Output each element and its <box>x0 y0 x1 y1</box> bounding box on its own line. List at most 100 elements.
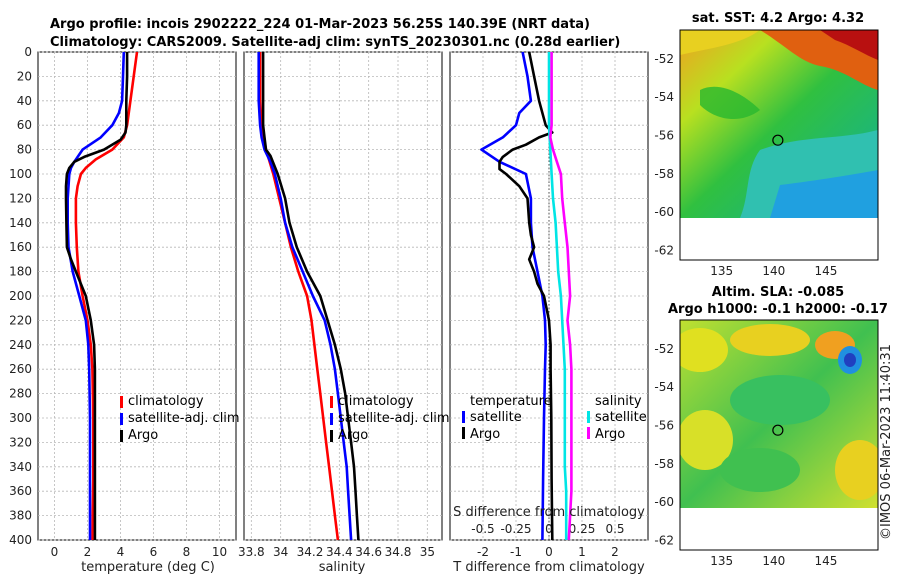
temperature-panel: 0204060801001201401601802002202402602803… <box>9 45 240 575</box>
x-tick-label: 2 <box>611 545 619 559</box>
depth-tick-label: 360 <box>9 484 32 498</box>
legend-swatch-argo <box>120 430 123 442</box>
sal-legend-label-argo: Argo <box>338 428 368 443</box>
legend-label-satellite: satellite-adj. clim <box>128 411 240 426</box>
map-lat-tick: -54 <box>654 90 674 104</box>
map-lat-tick: -56 <box>654 418 674 432</box>
map-lon-tick: 135 <box>710 264 733 278</box>
salinity-panel: 33.8 34 34.2 34.4 34.6 34.8 35 salinity climat… <box>238 51 450 575</box>
map-lon-tick: 140 <box>762 554 785 568</box>
sla-tick-labels: 135 140 145 -52 -54 -56 -58 -60 -62 <box>654 342 837 568</box>
map-lat-tick: -62 <box>654 533 674 547</box>
depth-tick-label: 400 <box>9 533 32 547</box>
depth-tick-label: 340 <box>9 460 32 474</box>
sst-green-patch <box>700 86 760 120</box>
difference-panel: -2 -1 0 1 2 -0.5 -0.25 0 0.25 0.5 S difference f… <box>449 51 649 575</box>
sst-hot-region <box>820 30 878 60</box>
s-tick-label: 0 <box>545 522 553 536</box>
sla-map: Altim. SLA: -0.085 Argo h1000: -0.1 h200… <box>654 285 888 568</box>
diff-legend-swatch-s-argo <box>587 427 590 439</box>
sla-high-patch-1 <box>680 328 728 372</box>
map-lat-tick: -60 <box>654 495 674 509</box>
sal-legend-swatch-climatology <box>330 396 333 408</box>
series-line-satellite-adj-clim <box>257 52 353 541</box>
depth-tick-label: 380 <box>9 509 32 523</box>
depth-tick-label: 240 <box>9 338 32 352</box>
sla-low-patch-1 <box>730 375 830 425</box>
diff-legend-label-s-satellite: satellite <box>595 410 647 425</box>
x-tick-label: 34.8 <box>385 545 412 559</box>
depth-tick-label: 320 <box>9 435 32 449</box>
map-lon-tick: 135 <box>710 554 733 568</box>
x-tick-label: 34.4 <box>326 545 353 559</box>
diff-legend-swatch-s-satellite <box>587 411 590 423</box>
depth-tick-label: 180 <box>9 265 32 279</box>
sst-cold-region <box>770 170 878 218</box>
legend-title-salinity: salinity <box>595 394 642 409</box>
map-lon-tick: 145 <box>814 264 837 278</box>
x-tick-label: -2 <box>477 545 489 559</box>
sal-legend-label-climatology: climatology <box>338 394 414 409</box>
sla-map-subtitle: Argo h1000: -0.1 h2000: -0.17 <box>668 302 888 317</box>
argo-position-marker-sla <box>772 424 784 436</box>
x-tick-label: 0 <box>51 545 59 559</box>
sst-map-title: sat. SST: 4.2 Argo: 4.32 <box>692 11 864 26</box>
sst-field <box>680 30 878 218</box>
sla-high-patch-4 <box>680 410 733 470</box>
depth-tick-label: 60 <box>17 118 32 132</box>
sal-legend-swatch-argo <box>330 430 333 442</box>
temperature-grid <box>38 51 236 541</box>
diff-legend-swatch-t-satellite <box>462 411 465 423</box>
sal-legend-swatch-satellite <box>330 413 333 425</box>
series-line-salinity-satellite <box>547 52 568 540</box>
s-tick-label: -0.25 <box>500 522 531 536</box>
map-lat-tick: -52 <box>654 52 674 66</box>
diff-legend-label-t-satellite: satellite <box>470 410 522 425</box>
legend-title-temperature: temperature <box>470 394 552 409</box>
x-tick-label: -1 <box>510 545 522 559</box>
s-tick-label: 0.25 <box>569 522 596 536</box>
argo-position-marker-sst <box>772 134 784 146</box>
sla-high-patch-2 <box>730 324 810 356</box>
salinity-series <box>257 52 360 541</box>
series-line-temperature-satellite <box>480 51 548 541</box>
series-line-argo <box>261 52 360 541</box>
diff-legend-label-s-argo: Argo <box>595 427 625 442</box>
depth-tick-label: 20 <box>17 69 32 83</box>
series-line-salinity-argo <box>548 52 573 541</box>
x-tick-label: 35 <box>420 545 435 559</box>
depth-tick-label: 220 <box>9 313 32 327</box>
difference-legend: temperature satellite Argo salinity sate… <box>462 394 647 442</box>
temperature-tick-labels: 0 2 4 6 8 10 <box>51 545 227 559</box>
salinity-xlabel: salinity <box>319 560 366 575</box>
x-tick-label: 4 <box>117 545 125 559</box>
figure-title-line1: Argo profile: incois 2902222_224 01-Mar-… <box>50 17 590 32</box>
depth-tick-label: 80 <box>17 143 32 157</box>
depth-tick-label: 280 <box>9 387 32 401</box>
x-tick-label: 34.2 <box>297 545 324 559</box>
x-tick-label: 1 <box>578 545 586 559</box>
imos-watermark: ©IMOS 06-Mar-2023 11:40:31 <box>879 344 894 540</box>
depth-tick-label: 120 <box>9 191 32 205</box>
s-tick-label: -0.5 <box>471 522 494 536</box>
t-difference-tick-labels: -2 -1 0 1 2 <box>477 545 619 559</box>
map-lat-tick: -54 <box>654 380 674 394</box>
x-tick-label: 33.8 <box>238 545 265 559</box>
depth-tick-label: 140 <box>9 216 32 230</box>
depth-tick-label: 160 <box>9 240 32 254</box>
map-lat-tick: -52 <box>654 342 674 356</box>
s-difference-xlabel: S difference from climatology <box>453 505 645 520</box>
depth-tick-label: 100 <box>9 167 32 181</box>
figure-title-line2: Climatology: CARS2009. Satellite-adj cli… <box>50 35 620 50</box>
sla-low-patch-3 <box>844 353 856 367</box>
sst-tick-labels: 135 140 145 -52 -54 -56 -58 -60 -62 <box>654 52 837 278</box>
difference-series <box>480 51 573 541</box>
legend-label-argo: Argo <box>128 428 158 443</box>
legend-swatch-climatology <box>120 396 123 408</box>
diff-legend-label-t-argo: Argo <box>470 427 500 442</box>
series-line-climatology <box>258 52 340 541</box>
sla-map-frame <box>679 319 879 551</box>
salinity-legend: climatology satellite-adj. clim Argo <box>330 394 450 443</box>
sla-map-title: Altim. SLA: -0.085 <box>712 285 844 300</box>
